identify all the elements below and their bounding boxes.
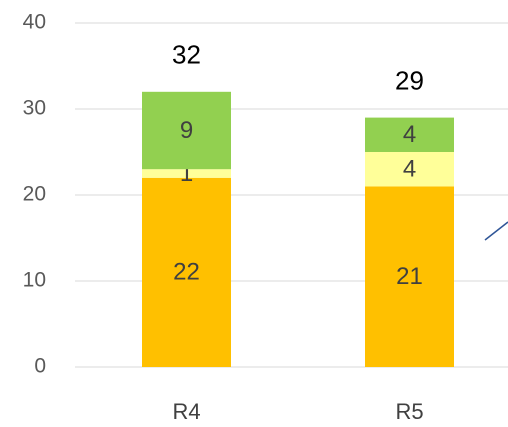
- bar-segment: [142, 91, 231, 170]
- x-tick-label: R5: [395, 399, 423, 424]
- bar-segment: [142, 169, 231, 178]
- y-tick-label: 30: [23, 97, 46, 120]
- data-label: 22: [173, 259, 200, 286]
- bar-segment: [365, 117, 454, 152]
- y-tick-label: 10: [23, 269, 46, 292]
- connector-line: [484, 221, 508, 241]
- bar-segment: [365, 186, 454, 367]
- bar-segment: [142, 177, 231, 367]
- x-tick-label: R4: [172, 399, 200, 424]
- data-label: 21: [396, 263, 423, 290]
- data-label: 4: [403, 121, 416, 148]
- y-tick-label: 0: [34, 355, 46, 378]
- bar-segment: [365, 152, 454, 187]
- total-label: 29: [395, 65, 424, 95]
- data-label: 9: [180, 117, 193, 144]
- y-tick-label: 20: [23, 183, 46, 206]
- data-label: 4: [403, 156, 416, 183]
- y-tick-label: 40: [23, 11, 46, 34]
- total-label: 32: [172, 40, 201, 70]
